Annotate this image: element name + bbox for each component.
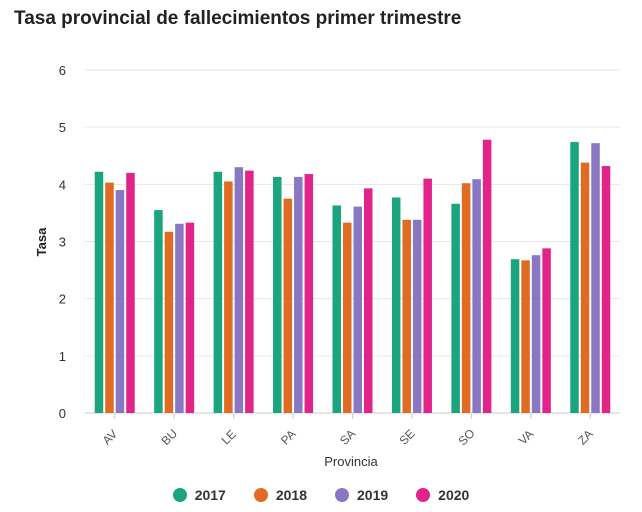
x-tick-label: SE	[397, 427, 418, 448]
bar-VA-2017[interactable]	[510, 259, 520, 413]
bar-SA-2020[interactable]	[364, 188, 373, 413]
legend-label: 2017	[194, 487, 226, 503]
bar-BU-2019[interactable]	[175, 223, 184, 413]
legend-dot-icon	[416, 488, 431, 502]
bar-SA-2017[interactable]	[332, 205, 342, 413]
legend-item-2020[interactable]: 2020	[416, 487, 469, 503]
bar-SO-2018[interactable]	[461, 183, 471, 413]
bar-PA-2019[interactable]	[294, 176, 303, 413]
bar-PA-2020[interactable]	[304, 174, 314, 413]
bar-AV-2018[interactable]	[105, 182, 114, 413]
legend: 2017 2018 2019 2020	[0, 487, 642, 503]
bar-SE-2020[interactable]	[423, 178, 432, 413]
x-tick-label: ZA	[575, 427, 596, 448]
x-axis-title: Provincia	[324, 454, 378, 469]
x-tick-label: PA	[278, 427, 299, 448]
legend-dot-icon	[172, 488, 187, 502]
legend-dot-icon	[335, 488, 349, 502]
bar-AV-2019[interactable]	[115, 190, 125, 413]
legend-item-2018[interactable]: 2018	[253, 487, 307, 503]
y-tick-label: 6	[59, 63, 66, 78]
y-tick-label: 5	[59, 120, 66, 135]
x-tick-label: VA	[516, 427, 537, 448]
x-tick-label: SO	[455, 426, 477, 448]
bar-BU-2017[interactable]	[154, 210, 163, 413]
bar-LE-2017[interactable]	[213, 171, 223, 413]
legend-dot-icon	[253, 488, 268, 502]
bar-SE-2018[interactable]	[402, 219, 411, 413]
y-tick-label: 2	[59, 292, 66, 307]
bar-PA-2017[interactable]	[273, 176, 282, 413]
bar-SO-2020[interactable]	[482, 139, 492, 413]
x-tick-label: LE	[219, 427, 239, 447]
bar-ZA-2020[interactable]	[601, 166, 611, 413]
bar-SO-2017[interactable]	[451, 203, 460, 413]
y-tick-label: 4	[59, 177, 66, 192]
x-tick-label: SA	[337, 427, 358, 448]
bar-LE-2018[interactable]	[224, 181, 233, 413]
bar-PA-2018[interactable]	[283, 198, 293, 413]
legend-label: 2018	[275, 487, 307, 503]
bar-SE-2019[interactable]	[412, 219, 422, 413]
bar-VA-2020[interactable]	[542, 248, 551, 413]
legend-label: 2019	[357, 487, 389, 503]
bar-AV-2020[interactable]	[126, 172, 135, 413]
bar-LE-2019[interactable]	[234, 167, 244, 413]
legend-item-2017[interactable]: 2017	[172, 487, 226, 503]
bar-SA-2018[interactable]	[343, 222, 352, 413]
bar-SE-2017[interactable]	[391, 197, 401, 413]
bars	[94, 139, 611, 413]
y-tick-label: 3	[59, 235, 66, 250]
legend-label: 2020	[438, 487, 470, 503]
bar-VA-2018[interactable]	[521, 260, 530, 413]
chart-title: Tasa provincial de fallecimientos primer…	[14, 8, 462, 29]
bar-SO-2019[interactable]	[472, 179, 481, 413]
y-tick-label: 0	[59, 406, 66, 421]
bar-AV-2017[interactable]	[94, 171, 104, 413]
bar-BU-2020[interactable]	[185, 222, 195, 413]
y-tick-label: 1	[59, 349, 66, 364]
bar-ZA-2019[interactable]	[591, 143, 600, 413]
x-axis-ticks: AV BU LE PA SA SE SO VA ZA	[100, 413, 596, 448]
bar-ZA-2017[interactable]	[570, 142, 579, 413]
bar-VA-2019[interactable]	[531, 255, 541, 413]
x-tick-label: AV	[100, 427, 121, 448]
bar-LE-2020[interactable]	[245, 170, 254, 413]
bar-SA-2019[interactable]	[353, 206, 363, 413]
y-axis-ticks: 0 1 2 3 4 5 6	[59, 63, 66, 421]
bar-ZA-2018[interactable]	[580, 162, 590, 413]
legend-item-2019[interactable]: 2019	[335, 487, 388, 503]
bar-BU-2018[interactable]	[164, 231, 174, 413]
x-tick-label: BU	[158, 426, 180, 448]
y-axis-title: Tasa	[34, 227, 49, 256]
